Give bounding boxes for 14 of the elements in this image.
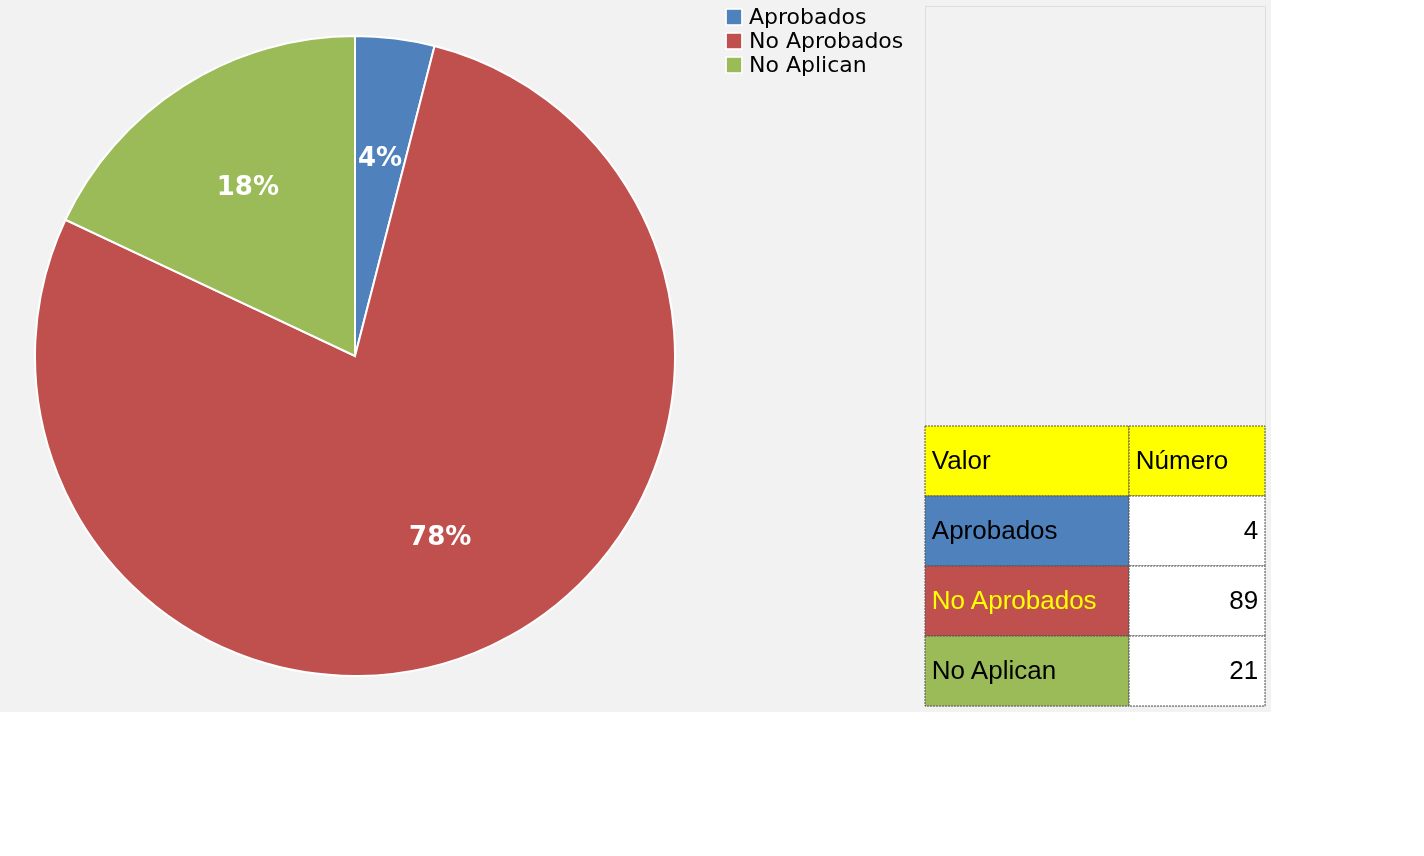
data-label: 18%: [216, 171, 279, 202]
text: 21: [1229, 655, 1259, 685]
text: 89: [1229, 585, 1259, 615]
category-label: No Aprobados: [931, 585, 1097, 615]
category-label: Aprobados: [931, 515, 1058, 545]
data-label: 78%: [409, 520, 472, 551]
legend-label: No Aplican: [749, 52, 867, 77]
data-label: 4%: [357, 141, 403, 172]
text: 4: [1243, 515, 1259, 545]
category-label: No Aplican: [931, 655, 1057, 685]
text: Valor: [931, 445, 991, 475]
legend-label: Aprobados: [749, 4, 867, 29]
legend-label: No Aprobados: [749, 28, 904, 53]
text: Número: [1135, 445, 1229, 475]
